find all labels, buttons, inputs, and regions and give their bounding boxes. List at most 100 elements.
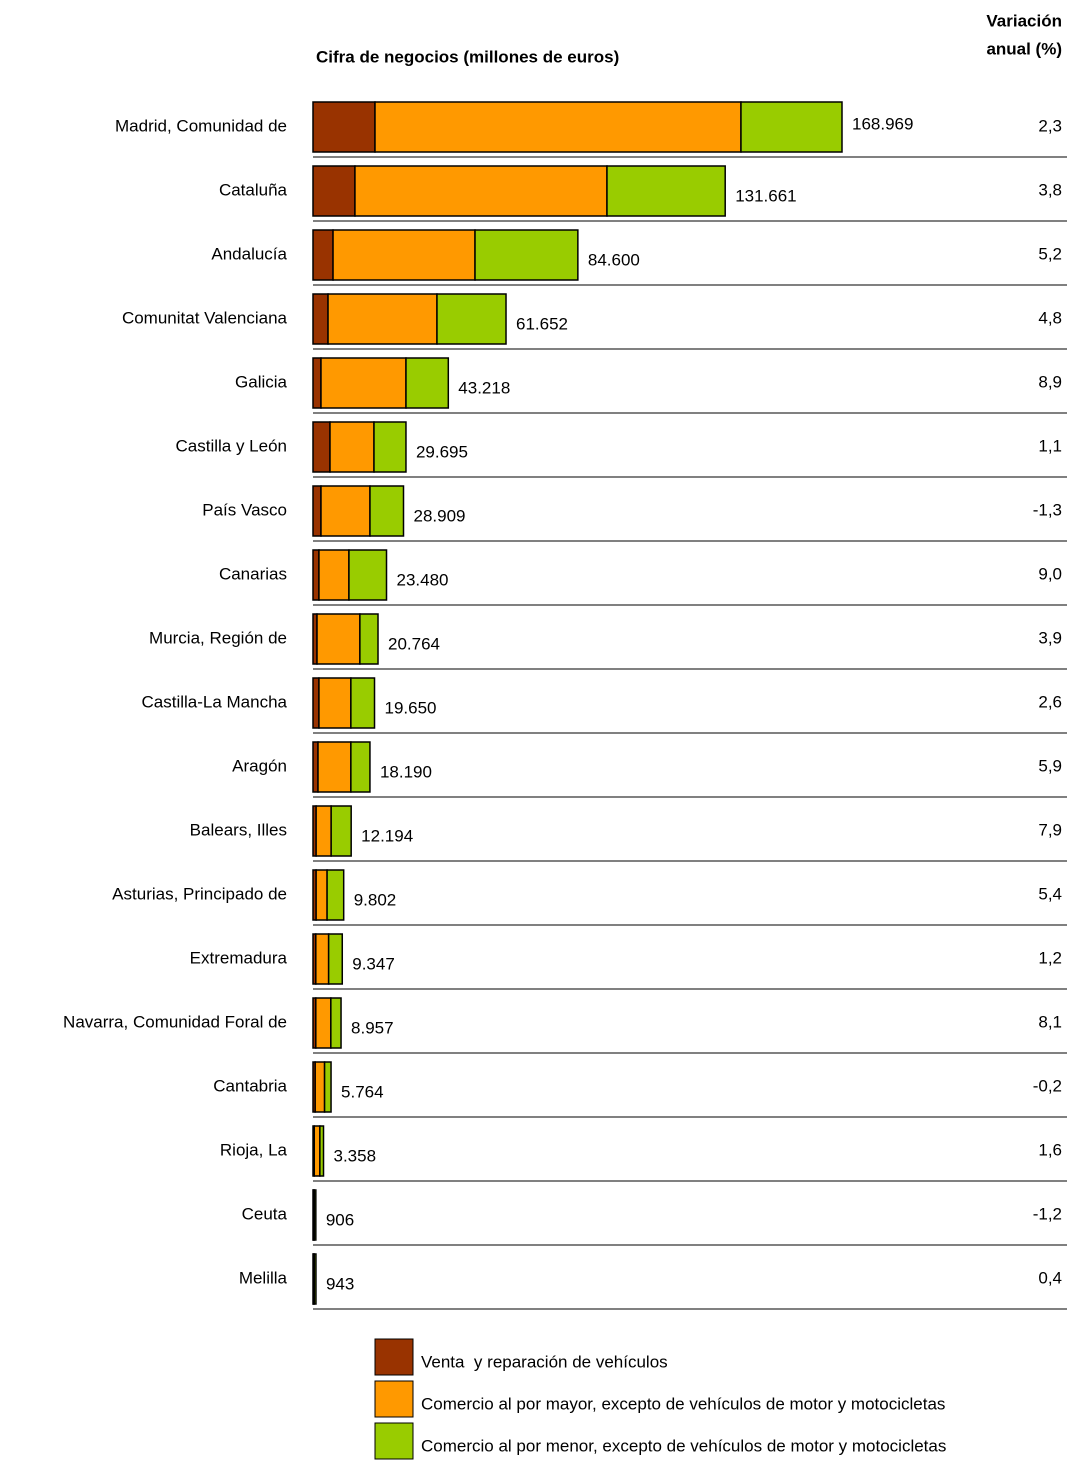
total-label: 43.218 [458, 378, 510, 397]
variation-label: 4,8 [1038, 308, 1062, 327]
legend-swatch [374, 1422, 414, 1460]
variation-label: 1,2 [1038, 948, 1062, 967]
bar-segment [350, 741, 371, 793]
bar-segment [323, 1061, 332, 1113]
legend-label: Comercio al por mayor, excepto de vehícu… [421, 1394, 945, 1413]
category-label: Cataluña [219, 180, 288, 199]
category-label: País Vasco [202, 500, 287, 519]
total-label: 3.358 [334, 1146, 377, 1165]
bar-segment [315, 933, 330, 985]
category-label: Madrid, Comunidad de [115, 116, 287, 135]
total-label: 9.802 [354, 890, 397, 909]
category-label: Comunitat Valenciana [122, 308, 288, 327]
bar-segment [315, 805, 332, 857]
total-label: 12.194 [361, 826, 413, 845]
variation-label: 3,8 [1038, 180, 1062, 199]
bar-segment [315, 997, 332, 1049]
bar-segment [313, 1125, 321, 1177]
variation-label: 8,9 [1038, 372, 1062, 391]
variation-label: 1,6 [1038, 1140, 1062, 1159]
bar-segment [606, 165, 726, 217]
bar-segment [316, 613, 361, 665]
bar-segment [312, 357, 322, 409]
variation-label: -0,2 [1033, 1076, 1062, 1095]
bar-segment [312, 549, 320, 601]
variation-label: 2,6 [1038, 692, 1062, 711]
total-label: 168.969 [852, 114, 913, 133]
total-label: 19.650 [385, 698, 437, 717]
variation-label: 5,9 [1038, 756, 1062, 775]
legend-swatch [374, 1338, 414, 1376]
category-label: Andalucía [211, 244, 287, 263]
bar-segment [326, 869, 345, 921]
bar-segment [318, 549, 350, 601]
category-label: Asturias, Principado de [112, 884, 287, 903]
bar-segment [312, 293, 329, 345]
bar-segment [320, 485, 371, 537]
bar-segment [314, 1061, 326, 1113]
total-label: 28.909 [414, 506, 466, 525]
category-label: Galicia [235, 372, 288, 391]
category-label: Aragón [232, 756, 287, 775]
variation-label: 5,4 [1038, 884, 1062, 903]
bar-segment [317, 741, 352, 793]
total-label: 29.695 [416, 442, 468, 461]
bar-segment [312, 741, 319, 793]
total-label: 943 [326, 1274, 354, 1293]
bar-segment [312, 485, 322, 537]
chart-title: Cifra de negocios (millones de euros) [316, 47, 619, 66]
total-label: 8.957 [351, 1018, 394, 1037]
category-label: Castilla-La Mancha [141, 692, 287, 711]
variation-label: 3,9 [1038, 628, 1062, 647]
bar-segment [318, 677, 352, 729]
category-label: Cantabria [213, 1076, 287, 1095]
bar-segment [374, 101, 742, 153]
bar-segment [313, 1253, 317, 1305]
bar-segment [369, 485, 405, 537]
bar-segment [312, 165, 356, 217]
legend-label: Comercio al por menor, excepto de vehícu… [421, 1436, 946, 1455]
total-label: 20.764 [388, 634, 440, 653]
legend-label: Venta y reparación de vehículos [421, 1352, 668, 1371]
bar-segment [320, 357, 407, 409]
variation-label: -1,3 [1033, 500, 1062, 519]
bar-segment [348, 549, 388, 601]
category-label: Melilla [239, 1268, 288, 1287]
bar-segment [330, 805, 352, 857]
bar-segment [329, 421, 375, 473]
bar-segment [327, 293, 438, 345]
variation-label: 5,2 [1038, 244, 1062, 263]
variation-label: 0,4 [1038, 1268, 1062, 1287]
total-label: 23.480 [397, 570, 449, 589]
category-label: Extremadura [190, 948, 288, 967]
bar-segment [319, 1125, 325, 1177]
variation-label: 8,1 [1038, 1012, 1062, 1031]
variation-label: 1,1 [1038, 436, 1062, 455]
variation-label: -1,2 [1033, 1204, 1062, 1223]
variation-label: 7,9 [1038, 820, 1062, 839]
bar-segment [359, 613, 379, 665]
category-label: Murcia, Región de [149, 628, 287, 647]
variation-label: 9,0 [1038, 564, 1062, 583]
bar-segment [474, 229, 579, 281]
total-label: 906 [326, 1210, 354, 1229]
bar-segment [327, 933, 344, 985]
bar-segment [350, 677, 376, 729]
category-label: Castilla y León [175, 436, 287, 455]
variation-label: 2,3 [1038, 116, 1062, 135]
category-label: Navarra, Comunidad Foral de [63, 1012, 287, 1031]
total-label: 5.764 [341, 1082, 384, 1101]
legend-swatch [374, 1380, 414, 1418]
bar-segment [312, 677, 320, 729]
category-label: Ceuta [242, 1204, 288, 1223]
bar-segment [312, 101, 376, 153]
bar-segment [332, 229, 476, 281]
total-label: 131.661 [735, 186, 796, 205]
bar-segment [315, 869, 328, 921]
category-label: Balears, Illes [190, 820, 287, 839]
total-label: 84.600 [588, 250, 640, 269]
total-label: 9.347 [352, 954, 395, 973]
category-label: Rioja, La [220, 1140, 288, 1159]
category-label: Canarias [219, 564, 287, 583]
